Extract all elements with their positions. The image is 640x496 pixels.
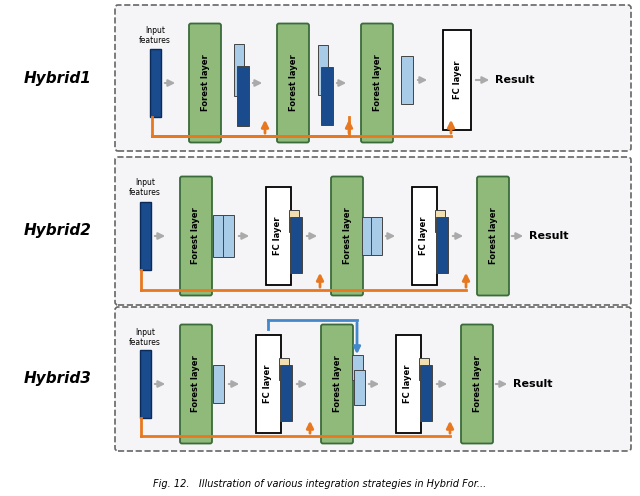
Text: Input
features: Input features bbox=[129, 178, 161, 197]
FancyBboxPatch shape bbox=[189, 23, 221, 142]
Bar bbox=[140, 202, 150, 270]
Bar bbox=[419, 358, 429, 380]
Text: Forest layer: Forest layer bbox=[191, 356, 200, 412]
Bar bbox=[279, 358, 289, 380]
Text: Input
features: Input features bbox=[129, 328, 161, 347]
Bar bbox=[255, 335, 280, 433]
Text: Forest layer: Forest layer bbox=[191, 208, 200, 264]
FancyBboxPatch shape bbox=[115, 157, 631, 305]
Text: Forest layer: Forest layer bbox=[333, 356, 342, 412]
Text: Result: Result bbox=[513, 379, 552, 389]
Bar bbox=[401, 56, 413, 104]
Text: Fig. 12.   Illustration of various integration strategies in Hybrid For...: Fig. 12. Illustration of various integra… bbox=[154, 479, 486, 489]
Text: Forest layer: Forest layer bbox=[372, 55, 381, 112]
Text: FC layer: FC layer bbox=[403, 365, 413, 403]
Bar bbox=[237, 66, 249, 126]
Bar bbox=[212, 365, 223, 403]
Text: Forest layer: Forest layer bbox=[472, 356, 481, 412]
Bar bbox=[443, 30, 471, 130]
Bar bbox=[435, 210, 445, 232]
FancyBboxPatch shape bbox=[331, 177, 363, 296]
Text: Forest layer: Forest layer bbox=[200, 55, 209, 112]
FancyBboxPatch shape bbox=[115, 5, 631, 151]
Bar bbox=[289, 210, 299, 232]
Bar bbox=[371, 217, 381, 255]
Bar bbox=[150, 49, 161, 117]
Bar bbox=[212, 215, 223, 257]
Bar bbox=[321, 67, 333, 125]
FancyBboxPatch shape bbox=[477, 177, 509, 296]
Text: Hybrid3: Hybrid3 bbox=[24, 372, 92, 386]
Text: FC layer: FC layer bbox=[273, 217, 282, 255]
Bar bbox=[290, 217, 302, 273]
Bar bbox=[351, 355, 362, 379]
Text: Forest layer: Forest layer bbox=[342, 208, 351, 264]
FancyBboxPatch shape bbox=[321, 324, 353, 443]
Text: Input
features: Input features bbox=[139, 26, 171, 46]
Bar bbox=[362, 217, 372, 255]
Text: Hybrid1: Hybrid1 bbox=[24, 70, 92, 85]
Bar bbox=[223, 215, 234, 257]
FancyBboxPatch shape bbox=[115, 307, 631, 451]
Text: FC layer: FC layer bbox=[264, 365, 273, 403]
FancyBboxPatch shape bbox=[461, 324, 493, 443]
Text: FC layer: FC layer bbox=[452, 61, 461, 99]
Bar bbox=[280, 365, 292, 421]
Bar bbox=[353, 370, 365, 405]
Text: Result: Result bbox=[495, 75, 534, 85]
Text: Forest layer: Forest layer bbox=[488, 208, 497, 264]
Bar bbox=[140, 350, 150, 418]
Text: FC layer: FC layer bbox=[419, 217, 429, 255]
Bar bbox=[266, 187, 291, 285]
Bar bbox=[396, 335, 420, 433]
Bar bbox=[436, 217, 448, 273]
Bar bbox=[420, 365, 432, 421]
Text: Forest layer: Forest layer bbox=[289, 55, 298, 112]
FancyBboxPatch shape bbox=[180, 177, 212, 296]
Text: Hybrid2: Hybrid2 bbox=[24, 224, 92, 239]
Bar bbox=[234, 44, 244, 96]
FancyBboxPatch shape bbox=[361, 23, 393, 142]
Bar bbox=[318, 45, 328, 95]
Text: Result: Result bbox=[529, 231, 568, 241]
FancyBboxPatch shape bbox=[277, 23, 309, 142]
FancyBboxPatch shape bbox=[180, 324, 212, 443]
Bar bbox=[412, 187, 436, 285]
